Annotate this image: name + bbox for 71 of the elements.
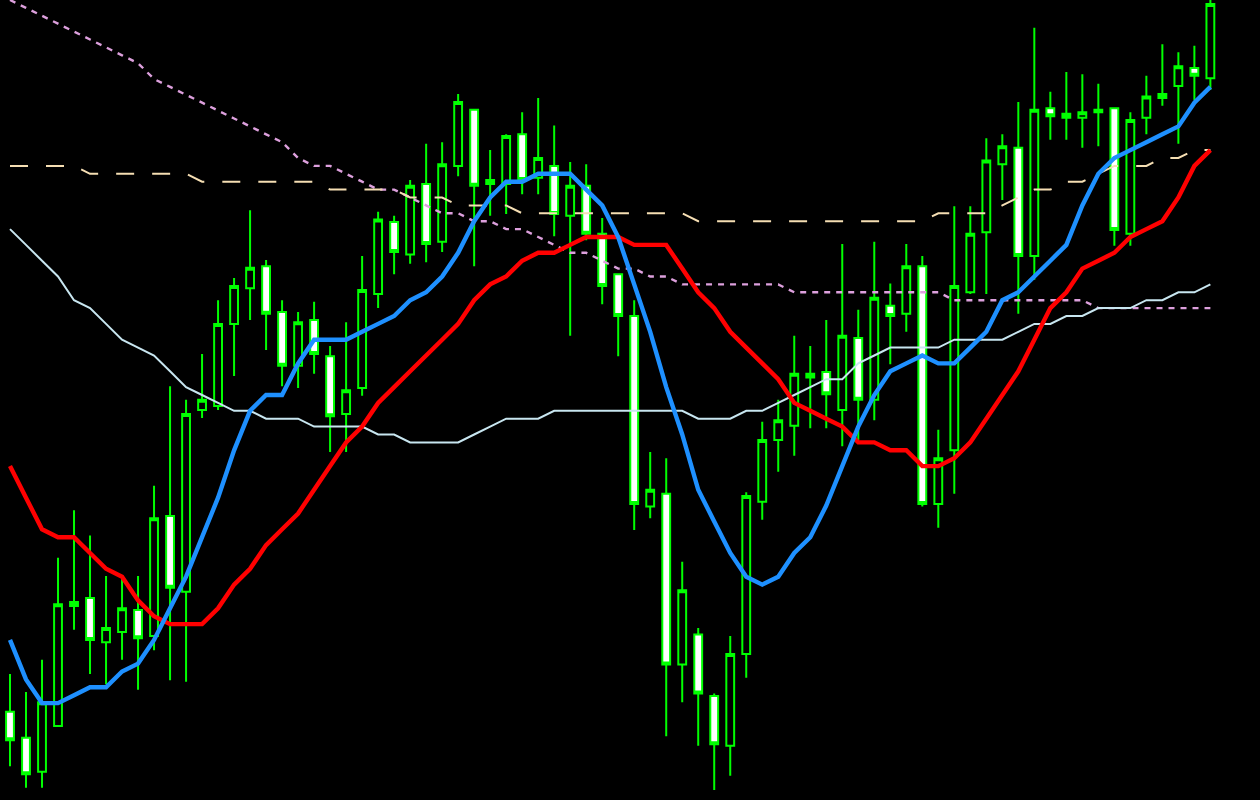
candlestick <box>997 133 1008 201</box>
candlestick <box>517 111 528 196</box>
candlestick <box>949 205 960 495</box>
candlestick <box>645 450 656 520</box>
candlestick <box>805 345 816 430</box>
candlestick <box>117 577 127 661</box>
candlestick <box>133 574 143 691</box>
candlestick <box>757 420 768 521</box>
candlestick <box>21 691 31 789</box>
candlestick <box>373 210 384 310</box>
candlestick <box>1013 100 1024 315</box>
candlestick <box>213 299 223 412</box>
candlestick <box>741 491 752 679</box>
candlestick <box>1125 111 1136 247</box>
candlestick <box>293 311 304 389</box>
candlestick <box>85 534 95 675</box>
candlestick <box>677 560 688 704</box>
candlestick <box>469 108 480 268</box>
candlestick <box>1157 43 1168 107</box>
candlestick <box>421 142 432 264</box>
candlestick <box>549 124 560 238</box>
candlestick <box>629 299 640 532</box>
candlestick <box>181 398 191 683</box>
candlestick <box>773 398 784 473</box>
candlestick <box>277 299 288 388</box>
candlestick <box>1093 82 1104 148</box>
candlestick <box>389 214 400 276</box>
candlestick <box>1173 51 1184 145</box>
candlestick <box>53 556 63 728</box>
candlestick <box>357 254 368 397</box>
candlestick <box>101 574 111 686</box>
candlestick <box>1045 90 1056 141</box>
candlestick <box>661 457 672 738</box>
candlestick <box>981 137 992 295</box>
candlestick <box>565 160 576 337</box>
candlestick <box>405 179 416 265</box>
candlestick <box>613 273 624 358</box>
candlestick <box>149 484 159 652</box>
candlestick <box>1077 73 1088 149</box>
candlestick <box>1109 107 1120 247</box>
candlestick <box>261 258 271 351</box>
candlestick <box>1141 74 1152 136</box>
candlestick <box>341 321 352 453</box>
candlestick <box>917 254 928 508</box>
candlestick <box>597 217 608 306</box>
candlestick <box>437 141 448 254</box>
candlestick <box>885 282 896 366</box>
candlestick <box>197 352 207 419</box>
candlestick <box>693 627 704 747</box>
candlestick <box>245 209 255 321</box>
candlestick <box>229 277 239 378</box>
candlestick <box>69 509 79 631</box>
candlestick <box>725 634 736 777</box>
candlestick <box>453 93 464 178</box>
candlestick <box>837 243 848 448</box>
candlestick <box>821 318 832 430</box>
candlestick <box>1189 44 1200 102</box>
candlestick <box>1029 26 1040 281</box>
candlestick <box>325 345 336 453</box>
candlestick <box>933 428 944 529</box>
candlestick <box>37 658 47 789</box>
candlestick <box>965 205 976 295</box>
candlestick <box>853 308 864 442</box>
candlestick <box>709 692 720 791</box>
candlestick <box>869 240 880 422</box>
candlestick <box>5 672 15 768</box>
candlestick <box>501 133 512 216</box>
candlestick <box>165 385 175 682</box>
candlestick <box>1061 70 1072 141</box>
candlestick <box>901 243 912 333</box>
candlestick <box>485 149 496 217</box>
